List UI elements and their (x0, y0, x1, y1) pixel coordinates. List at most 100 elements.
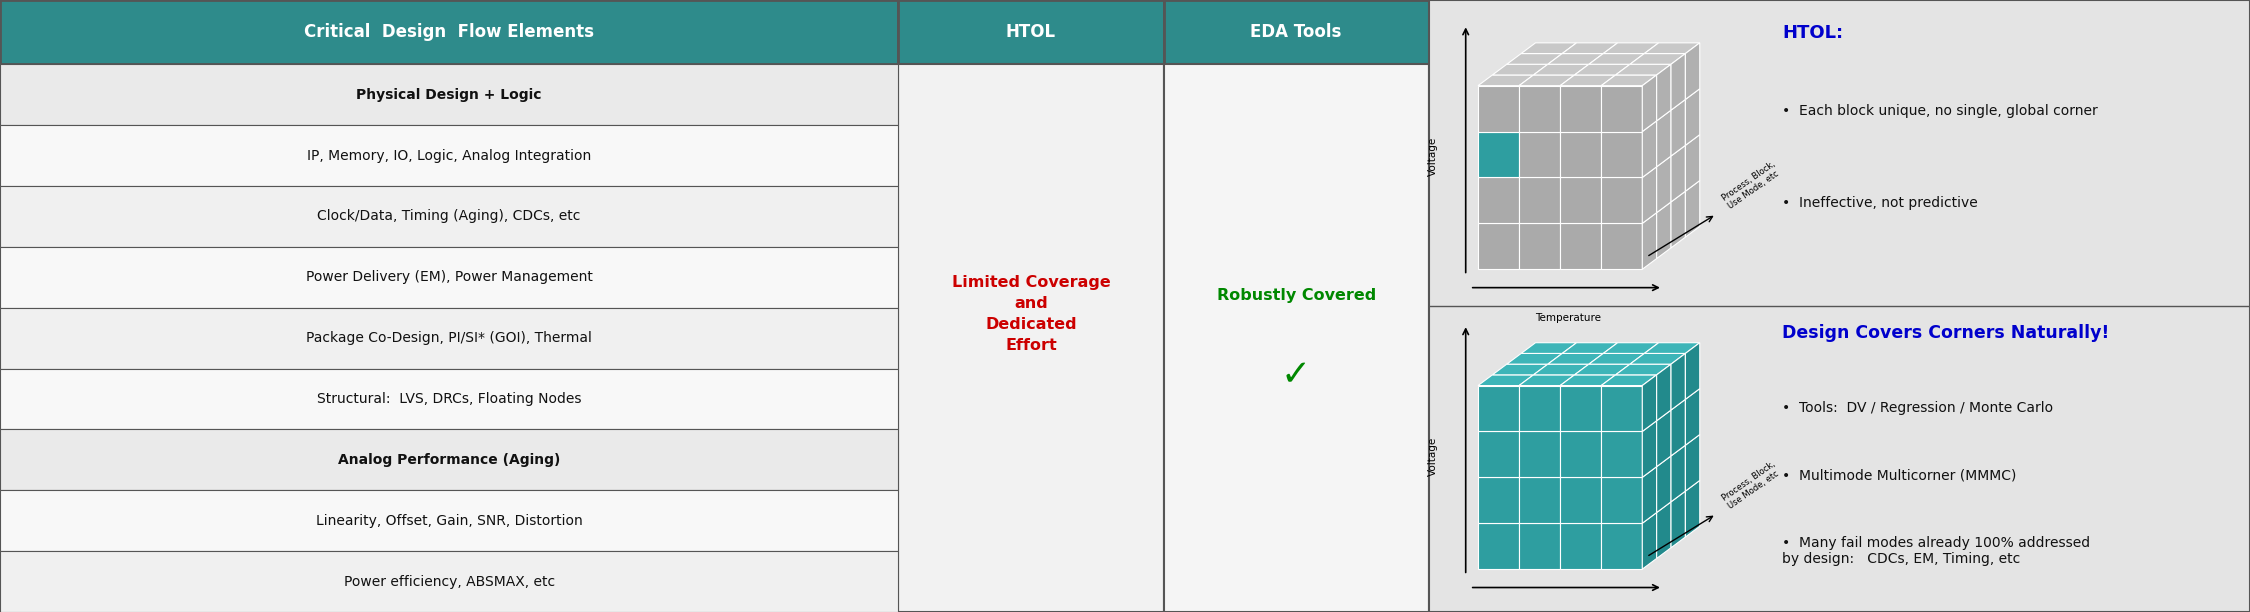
Polygon shape (1645, 343, 1699, 354)
Bar (1602, 223, 1642, 269)
Bar (1519, 477, 1559, 523)
Polygon shape (1685, 343, 1699, 400)
Polygon shape (1492, 364, 1548, 375)
Bar (1519, 386, 1559, 431)
Polygon shape (1685, 389, 1699, 446)
Polygon shape (1642, 75, 1656, 132)
Bar (1478, 86, 1519, 132)
Text: ✓: ✓ (1280, 358, 1312, 392)
Text: Power Delivery (EM), Power Management: Power Delivery (EM), Power Management (306, 271, 592, 284)
Bar (0, 0, 898, 64)
Polygon shape (1559, 375, 1615, 386)
Polygon shape (1535, 364, 1588, 375)
Bar (1559, 431, 1602, 477)
Polygon shape (1521, 43, 1577, 53)
Polygon shape (1602, 75, 1656, 86)
Polygon shape (1685, 480, 1699, 537)
Polygon shape (1656, 202, 1672, 258)
Polygon shape (1629, 353, 1685, 364)
Bar (1559, 132, 1602, 177)
Text: Design Covers Corners Naturally!: Design Covers Corners Naturally! (1782, 324, 2108, 342)
Polygon shape (1642, 421, 1656, 477)
Bar (1519, 177, 1559, 223)
Bar (1559, 223, 1602, 269)
Polygon shape (1656, 364, 1672, 421)
Text: Analog Performance (Aging): Analog Performance (Aging) (338, 453, 560, 467)
Bar (0, 125, 898, 186)
Polygon shape (1642, 167, 1656, 223)
Polygon shape (1672, 446, 1685, 502)
Polygon shape (1656, 156, 1672, 213)
Text: Physical Design + Logic: Physical Design + Logic (356, 88, 542, 102)
Polygon shape (1672, 54, 1685, 110)
Polygon shape (1672, 146, 1685, 202)
Text: Package Co-Design, PI/SI* (GOI), Thermal: Package Co-Design, PI/SI* (GOI), Thermal (306, 331, 592, 345)
Bar (0, 490, 898, 551)
Polygon shape (1602, 375, 1656, 386)
Polygon shape (1588, 353, 1645, 364)
Polygon shape (1656, 456, 1672, 512)
Bar (898, 0, 1163, 64)
Bar (0, 64, 898, 125)
Polygon shape (1656, 110, 1672, 166)
Bar (898, 64, 1163, 612)
Bar (1559, 386, 1602, 431)
Text: Voltage: Voltage (1429, 436, 1438, 476)
Bar (1559, 477, 1602, 523)
Polygon shape (1575, 364, 1629, 375)
Polygon shape (1642, 375, 1656, 431)
Polygon shape (1656, 410, 1672, 466)
Text: Linearity, Offset, Gain, SNR, Distortion: Linearity, Offset, Gain, SNR, Distortion (315, 513, 583, 528)
Polygon shape (1642, 513, 1656, 569)
Bar (1478, 523, 1519, 569)
Bar (1559, 523, 1602, 569)
Bar (1163, 64, 1429, 612)
Bar (1478, 477, 1519, 523)
Text: HTOL:: HTOL: (1782, 24, 1843, 42)
Polygon shape (1535, 64, 1588, 75)
Polygon shape (1548, 353, 1604, 364)
Polygon shape (1656, 64, 1672, 121)
Text: Clock/Data, Timing (Aging), CDCs, etc: Clock/Data, Timing (Aging), CDCs, etc (317, 209, 580, 223)
Polygon shape (1548, 53, 1604, 64)
Polygon shape (1645, 43, 1699, 53)
Polygon shape (1604, 343, 1658, 354)
Text: Critical  Design  Flow Elements: Critical Design Flow Elements (304, 23, 594, 41)
Bar (1478, 177, 1519, 223)
Bar (1519, 223, 1559, 269)
Bar (0, 368, 898, 430)
Bar (1602, 431, 1642, 477)
Polygon shape (1672, 354, 1685, 410)
Text: Process, Block,
Use Mode, etc: Process, Block, Use Mode, etc (1721, 159, 1782, 211)
Text: Temperature: Temperature (1535, 313, 1602, 323)
Text: HTOL: HTOL (1006, 23, 1055, 41)
Bar (1478, 386, 1519, 431)
Bar (1478, 431, 1519, 477)
Polygon shape (1519, 75, 1575, 86)
Text: Limited Coverage
and
Dedicated
Effort: Limited Coverage and Dedicated Effort (952, 275, 1109, 353)
Polygon shape (1575, 64, 1629, 75)
Polygon shape (1478, 375, 1534, 386)
Polygon shape (1672, 399, 1685, 456)
Polygon shape (1588, 53, 1645, 64)
Polygon shape (1685, 181, 1699, 237)
Text: •  Many fail modes already 100% addressed
by design:   CDCs, EM, Timing, etc: • Many fail modes already 100% addressed… (1782, 536, 2090, 565)
Polygon shape (1642, 121, 1656, 177)
Bar (0, 430, 898, 490)
Bar (1559, 177, 1602, 223)
Polygon shape (1685, 435, 1699, 491)
Polygon shape (1685, 43, 1699, 99)
Polygon shape (1492, 64, 1548, 75)
Bar (0, 247, 898, 308)
Bar (1478, 132, 1519, 177)
Polygon shape (1604, 43, 1658, 53)
Text: •  Ineffective, not predictive: • Ineffective, not predictive (1782, 196, 1978, 210)
Bar (0, 186, 898, 247)
Polygon shape (1562, 343, 1618, 354)
Bar (1602, 132, 1642, 177)
Polygon shape (1616, 364, 1672, 375)
Text: Robustly Covered: Robustly Covered (1217, 288, 1375, 303)
Polygon shape (1672, 491, 1685, 548)
Bar (0, 308, 898, 368)
Text: EDA Tools: EDA Tools (1251, 23, 1341, 41)
